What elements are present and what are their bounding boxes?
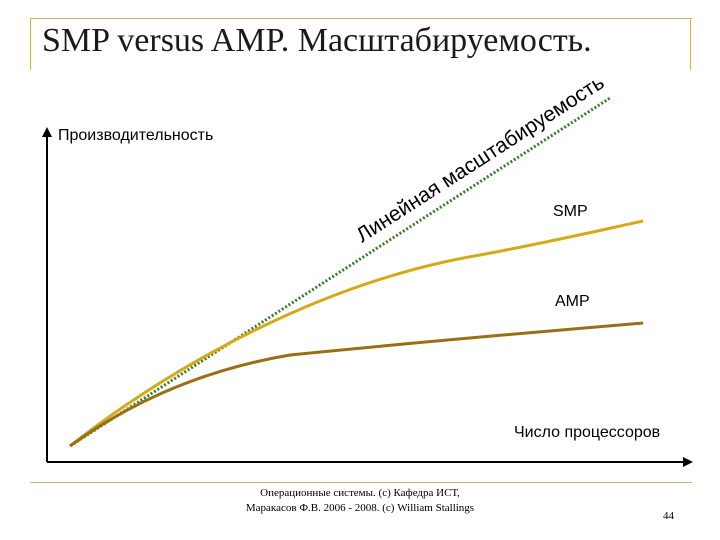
frame-top-line [30, 18, 692, 19]
x-axis-label: Число процессоров [514, 424, 661, 441]
smp-curve [69, 219, 644, 448]
page-number: 44 [663, 510, 674, 522]
amp-curve [69, 321, 644, 448]
slide-title: SMP versus AMP. Масштабируемость. [42, 22, 592, 59]
frame-right-line [690, 18, 691, 70]
slide-footer: Операционные системы. (c) Кафедра ИСТ, М… [245, 487, 475, 514]
frame-bottom-line [30, 482, 692, 483]
frame-left-line [30, 18, 31, 70]
amp-label: AMP [555, 293, 590, 310]
linear-scalability-line [69, 96, 611, 448]
y-axis-label: Производительность [58, 127, 214, 144]
smp-label: SMP [553, 203, 588, 220]
